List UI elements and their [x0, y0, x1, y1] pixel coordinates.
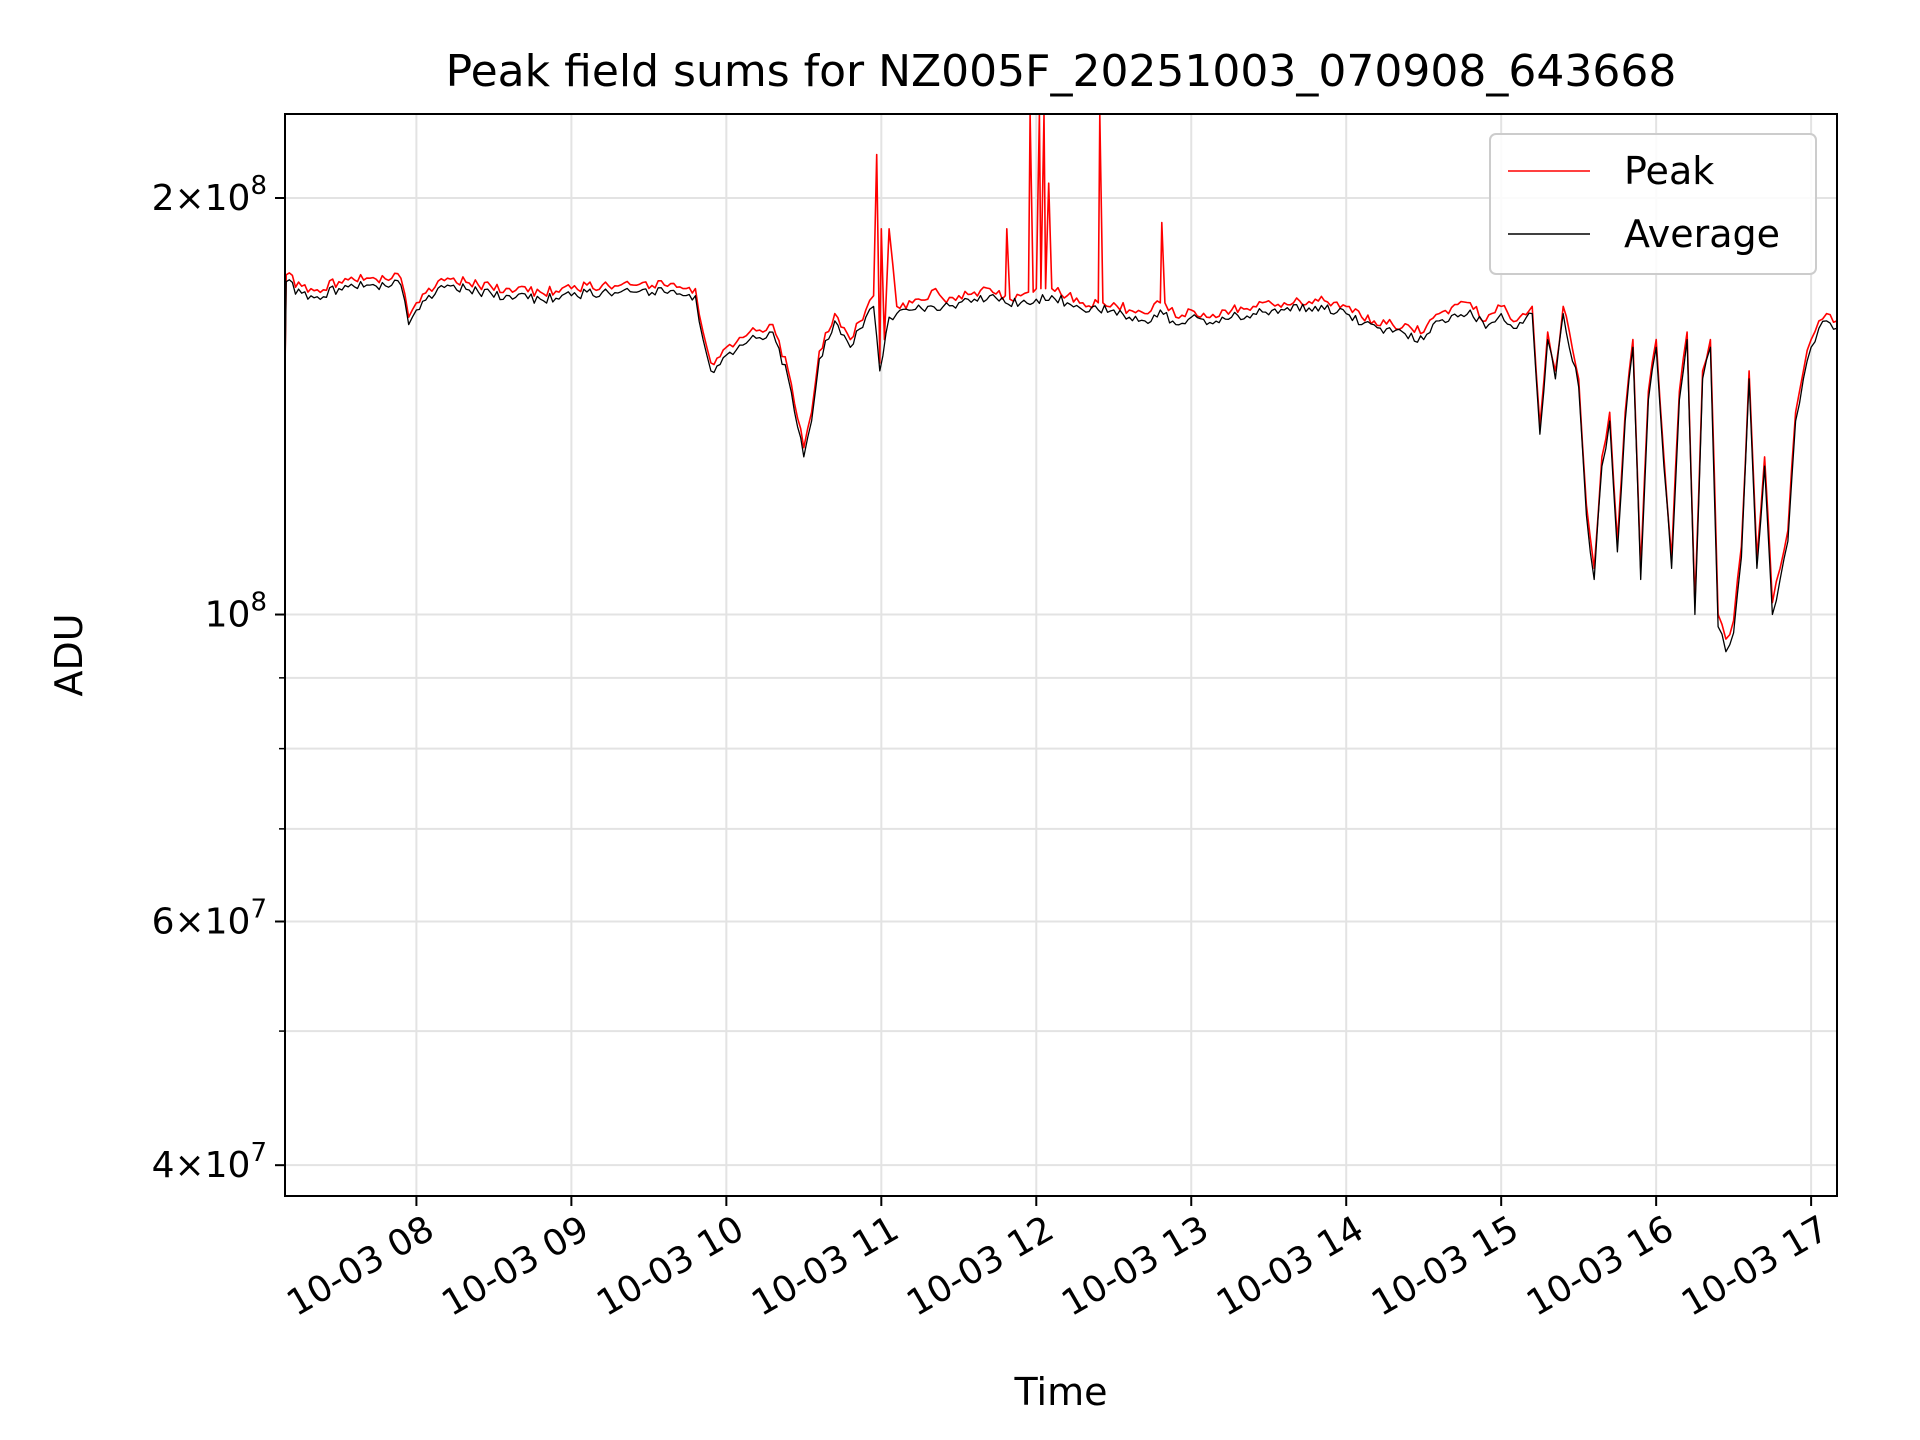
plot-frame [284, 113, 1838, 1197]
legend: Peak Average [1489, 133, 1817, 275]
y-tick-label: 6×107 [152, 895, 267, 943]
y-tick-label: 4×107 [152, 1138, 267, 1186]
grid [285, 114, 1837, 1196]
y-tick-label: 2×108 [152, 171, 267, 219]
legend-box [1489, 133, 1817, 275]
legend-label-average: Average [1624, 212, 1780, 256]
series-layer [284, 113, 1838, 653]
y-tick-label: 108 [205, 588, 267, 636]
legend-label-peak: Peak [1624, 149, 1714, 193]
y-axis-label: ADU [47, 613, 91, 696]
series-line-average [284, 279, 1838, 653]
x-axis-label: Time [1014, 1370, 1108, 1414]
chart-title: Peak field sums for NZ005F_20251003_0709… [446, 46, 1677, 97]
